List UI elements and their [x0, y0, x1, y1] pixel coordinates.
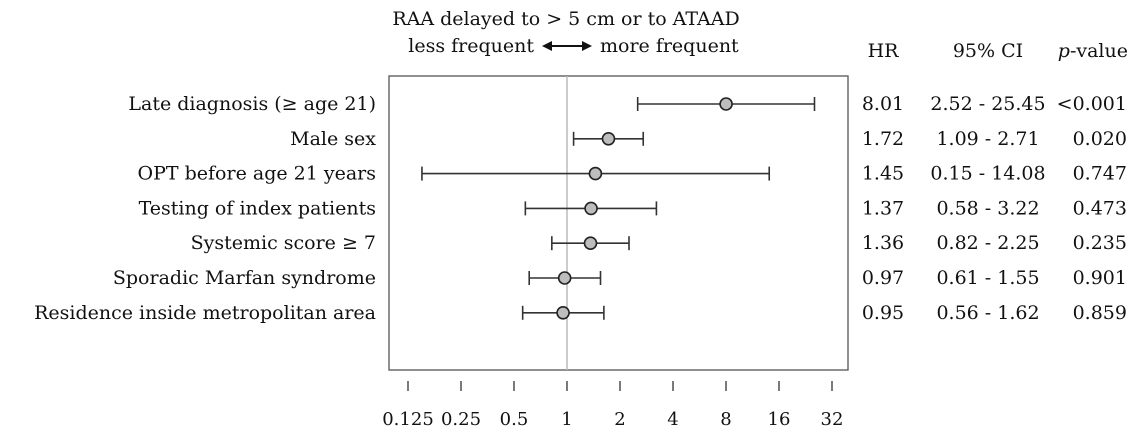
- ci-value: 2.52 - 25.45: [930, 93, 1045, 115]
- hr-point: [588, 166, 603, 181]
- row-label: Systemic score ≥ 7: [191, 232, 376, 254]
- row-label: Male sex: [290, 128, 376, 150]
- x-tick-label: 0.125: [382, 409, 434, 430]
- x-tick-label: 1: [561, 409, 572, 430]
- row-label: Residence inside metropolitan area: [34, 302, 376, 324]
- pvalue-column-header: p-value: [1058, 40, 1128, 62]
- forest-row: Male sex 1.72 1.09 - 2.71 0.020: [290, 128, 1127, 150]
- p-value: 0.473: [1073, 197, 1127, 219]
- p-value: 0.901: [1073, 267, 1127, 289]
- p-value: 0.235: [1073, 232, 1127, 254]
- row-label: Late diagnosis (≥ age 21): [128, 93, 376, 115]
- x-tick-label: 2: [614, 409, 625, 430]
- hr-point: [719, 97, 733, 111]
- ci-value: 1.09 - 2.71: [936, 128, 1039, 150]
- hr-point: [583, 236, 598, 250]
- hr-value: 1.45: [862, 163, 904, 185]
- hr-point: [601, 132, 616, 146]
- plot-frame: [388, 75, 849, 371]
- x-tick-label: 0.5: [500, 409, 529, 430]
- x-tick-label: 4: [667, 409, 678, 430]
- ci-column-header: 95% CI: [953, 40, 1023, 62]
- hr-column-header: HR: [868, 40, 900, 62]
- hr-point: [556, 305, 570, 320]
- hr-value: 1.36: [862, 232, 904, 254]
- ci-value: 0.15 - 14.08: [930, 163, 1045, 185]
- p-value: 0.747: [1073, 163, 1127, 185]
- chart-title: RAA delayed to > 5 cm or to ATAAD: [392, 8, 739, 30]
- x-tick-label: 0.25: [441, 409, 481, 430]
- hr-value: 1.72: [862, 128, 904, 150]
- x-tick-label: 16: [768, 409, 791, 430]
- row-label: Sporadic Marfan syndrome: [113, 267, 376, 289]
- forest-row: Late diagnosis (≥ age 21) 8.01 2.52 - 25.4…: [128, 93, 1127, 115]
- hr-value: 8.01: [862, 93, 904, 115]
- ci-value: 0.58 - 3.22: [936, 197, 1039, 219]
- x-tick-label: 8: [720, 409, 731, 430]
- ci-value: 0.82 - 2.25: [936, 232, 1039, 254]
- hr-value: 0.97: [862, 267, 904, 289]
- hr-point: [584, 201, 598, 216]
- forest-row: Residence inside metropolitan area 0.95 0.…: [34, 302, 1127, 324]
- hr-value: 1.37: [862, 197, 904, 219]
- ci-value: 0.61 - 1.55: [936, 267, 1039, 289]
- row-label: Testing of index patients: [139, 197, 376, 219]
- p-value: <0.001: [1057, 93, 1127, 115]
- x-tick-label: 32: [821, 409, 844, 430]
- double-arrow-icon: [542, 41, 592, 51]
- forest-row: Systemic score ≥ 7 1.36 0.82 - 2.25 0.235: [191, 232, 1127, 254]
- row-label: OPT before age 21 years: [138, 163, 376, 185]
- forest-row: Sporadic Marfan syndrome 0.97 0.61 - 1.55 0…: [113, 267, 1127, 289]
- ci-value: 0.56 - 1.62: [936, 302, 1039, 324]
- forest-row: Testing of index patients 1.37 0.58 - 3.22…: [139, 197, 1127, 219]
- direction-right-label: more frequent: [600, 35, 739, 57]
- hr-point: [557, 271, 572, 285]
- forest-row: OPT before age 21 years 1.45 0.15 - 14.08 0…: [138, 163, 1127, 185]
- direction-left-label: less frequent: [408, 35, 534, 57]
- hr-value: 0.95: [862, 302, 904, 324]
- p-value: 0.020: [1073, 128, 1127, 150]
- p-value: 0.859: [1073, 302, 1127, 324]
